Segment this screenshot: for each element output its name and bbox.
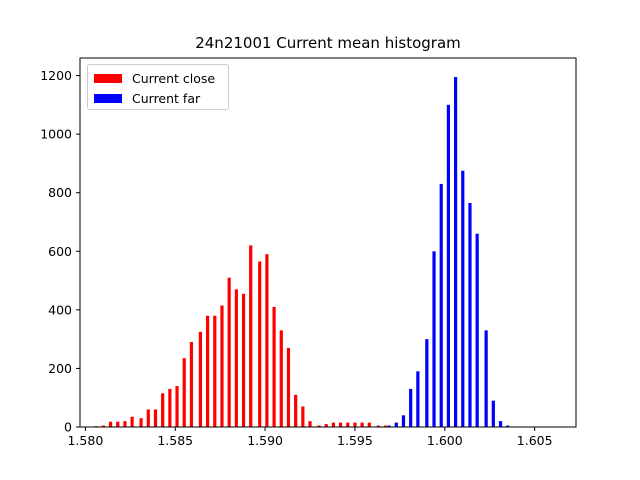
y-tick-label: 400 xyxy=(48,302,72,317)
bar-close xyxy=(338,422,343,427)
plot-frame xyxy=(79,57,577,428)
bar-far xyxy=(387,425,391,427)
axes-group: 1.580 1.585 1.590 1.595 1.600 1.605 0 200 400 600… xyxy=(40,57,577,448)
bar-far xyxy=(484,330,488,427)
bar-far xyxy=(446,104,451,428)
bar-close xyxy=(286,347,291,427)
legend-swatch-far xyxy=(94,93,122,103)
legend-label-far: Current far xyxy=(132,90,201,106)
bar-far xyxy=(425,339,429,427)
bar-close xyxy=(301,406,305,427)
bar-close xyxy=(198,331,203,427)
legend-swatch-close xyxy=(94,73,122,83)
y-tick-label: 600 xyxy=(48,244,72,259)
bar-close xyxy=(168,388,172,427)
legend: Current close Current far xyxy=(87,64,229,110)
bar-close xyxy=(346,422,350,427)
bar-far xyxy=(409,388,413,427)
bar-close xyxy=(139,418,143,427)
bar-close xyxy=(360,422,364,427)
bar-close xyxy=(220,305,224,427)
bar-close xyxy=(376,425,380,427)
x-tick-label: 1.590 xyxy=(247,433,283,448)
y-tick-label: 0 xyxy=(64,420,72,435)
bar-close xyxy=(367,422,371,427)
x-tick-label: 1.605 xyxy=(517,433,553,448)
legend-label-close: Current close xyxy=(132,70,216,86)
bar-close xyxy=(272,306,276,427)
bar-far xyxy=(416,371,420,427)
bar-close xyxy=(331,422,335,427)
bar-far xyxy=(468,202,472,427)
bar-close xyxy=(383,425,388,427)
bar-far xyxy=(506,425,510,427)
bar-far xyxy=(475,233,479,427)
bar-far xyxy=(401,415,406,427)
bar-close xyxy=(353,422,357,427)
bar-close xyxy=(324,424,328,427)
bar-far xyxy=(453,77,458,427)
bar-far xyxy=(439,183,443,427)
bar-close xyxy=(123,421,127,427)
bar-close xyxy=(294,394,298,427)
bars-group xyxy=(94,77,510,428)
bar-far xyxy=(432,251,436,427)
bar-close xyxy=(146,409,150,427)
bar-close xyxy=(130,416,134,427)
y-tick-label: 1000 xyxy=(40,127,72,142)
legend-item-close: Current close xyxy=(94,68,228,88)
bar-close xyxy=(161,393,165,427)
x-tick-label: 1.600 xyxy=(427,433,463,448)
y-tick-label: 200 xyxy=(48,361,72,376)
bar-close xyxy=(241,293,246,427)
bar-close xyxy=(175,386,179,427)
bar-far xyxy=(491,400,495,427)
bar-close xyxy=(101,425,105,427)
bar-close xyxy=(116,421,120,427)
bar-close xyxy=(205,315,210,427)
bar-close xyxy=(227,277,231,427)
legend-item-far: Current far xyxy=(94,88,228,108)
y-tick-label: 800 xyxy=(48,185,72,200)
bar-close xyxy=(258,261,262,427)
chart-title: 24n21001 Current mean histogram xyxy=(195,34,461,52)
bar-close xyxy=(189,342,194,427)
bar-close xyxy=(213,315,217,427)
x-tick-label: 1.585 xyxy=(157,433,193,448)
y-tick-label: 1200 xyxy=(40,68,72,83)
bar-close xyxy=(265,254,269,427)
bar-close xyxy=(249,245,253,427)
x-tick-label: 1.595 xyxy=(337,433,373,448)
bar-close xyxy=(108,421,113,427)
x-tick-label: 1.580 xyxy=(67,433,103,448)
bar-close xyxy=(234,289,238,427)
bar-close xyxy=(182,358,186,427)
bar-close xyxy=(279,330,283,427)
bar-close xyxy=(153,409,158,427)
bar-close xyxy=(317,425,321,427)
bar-far xyxy=(394,422,398,427)
bar-close xyxy=(308,421,312,427)
bar-far xyxy=(498,421,503,427)
bar-far xyxy=(461,170,465,427)
